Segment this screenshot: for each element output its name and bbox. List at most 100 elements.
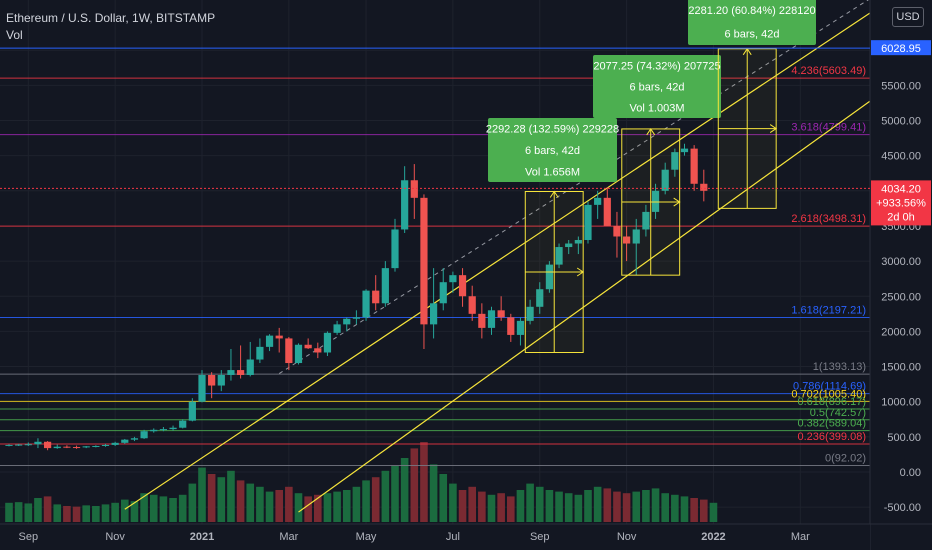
volume-bar [63,506,71,522]
volume-bars [5,442,718,522]
candlesticks[interactable] [5,143,708,451]
candle-body [642,211,650,230]
volume-bar [420,442,428,522]
volume-bar [603,488,612,522]
arrow-head-right [673,197,681,207]
volume-bar [82,505,90,522]
volume-bar [275,490,283,522]
candle-body [507,317,515,335]
candle-body [63,446,71,448]
price-tag-text: 4034.20 [881,183,921,195]
volume-bar [487,494,496,522]
currency-button[interactable]: USD [892,7,924,27]
volume-bar [130,501,139,522]
candle-body [294,344,303,364]
candle-body [671,152,679,170]
date-price-ranges[interactable]: 2292.28 (132.59%) 229228 6 bars, 42d Vol 1… [486,0,816,353]
candle-body [304,344,312,349]
price-tick: 1500.00 [881,362,921,374]
range-label-box [688,0,816,45]
volume-bar [478,491,486,522]
candle-body [381,268,389,304]
candle-body [372,290,380,304]
candle-body [150,429,158,432]
range-label-text: Vol 1.656M [525,166,580,178]
volume-bar [555,491,563,522]
candle-body [34,441,42,445]
price-axis-bg [870,0,932,550]
candle-body [391,229,399,269]
volume-bar [661,493,669,522]
volume-bar [53,504,62,522]
volume-bar [458,490,467,522]
time-tick: Sep [19,531,39,543]
candle-body [584,204,592,241]
candle-body [159,429,167,431]
volume-bar [613,491,621,522]
candle-body [111,442,119,445]
volume-bar [14,502,23,522]
volume-bar [449,483,457,522]
candle-body [323,332,332,353]
time-axis[interactable]: Sep Nov 2021 Mar May Jul Sep Nov 2022 Mar [0,523,932,550]
candle-body [198,374,206,402]
range-label-text: 6 bars, 42d [724,28,779,40]
time-tick: 2021 [190,531,214,543]
volume-bar [593,486,602,522]
volume-bar [632,491,641,522]
arrow-head-up [646,128,656,136]
volume-bar [671,494,679,522]
price-tag-text: 2d 0h [887,211,915,223]
fib-label: 3.618(4799.41) [791,122,866,134]
candle-body [526,306,534,321]
volume-bar [690,498,698,522]
candle-body [536,289,544,307]
price-tick: 2000.00 [881,326,921,338]
volume-bar [24,503,33,522]
range-label-text: 2281.20 (60.84%) 228120 [688,5,815,17]
volume-bar [111,502,119,522]
candle-body [208,374,216,386]
candle-body [275,335,283,339]
volume-bar [642,490,650,522]
arrow-head-up [549,190,559,198]
price-tick: 0.00 [900,467,921,479]
price-channel[interactable] [124,0,898,513]
symbol-title[interactable]: Ethereum / U.S. Dollar, 1W, BITSTAMP [6,11,216,25]
volume-bar [34,498,42,522]
volume-bar [43,496,52,522]
volume-bar [72,506,81,522]
fib-label: 1(1393.13) [813,361,866,373]
volume-bar [333,491,341,522]
fib-label: 0.5(742.57) [810,407,866,419]
volume-bar [391,466,399,522]
candle-body [516,320,525,335]
volume-bar [236,480,245,522]
candle-body [352,317,360,319]
volume-bar [429,464,438,522]
candle-body [623,236,631,244]
price-tick: 4500.00 [881,151,921,163]
volume-bar [584,490,592,522]
volume-bar [304,496,312,522]
candle-body [651,190,660,212]
time-tick: Sep [530,531,550,543]
volume-legend[interactable]: Vol [6,28,23,42]
chart-legend: Ethereum / U.S. Dollar, 1W, BITSTAMP Vol [6,10,215,44]
time-tick: Mar [279,531,298,543]
channel-line [278,0,869,375]
candle-body [439,282,447,304]
fib-extension[interactable]: 4.236(5603.49) 3.618(4799.41) 2.618(3498.3… [0,65,870,467]
time-axis-bg [0,524,870,550]
volume-bar [178,494,187,522]
volume-bar [265,491,274,522]
candle-body [188,401,196,421]
candle-body [420,197,428,325]
candle-body [314,348,322,353]
volume-bar [680,496,689,522]
price-tag-text: +933.56% [876,197,926,209]
price-tag [871,180,931,226]
candle-body [72,447,81,449]
